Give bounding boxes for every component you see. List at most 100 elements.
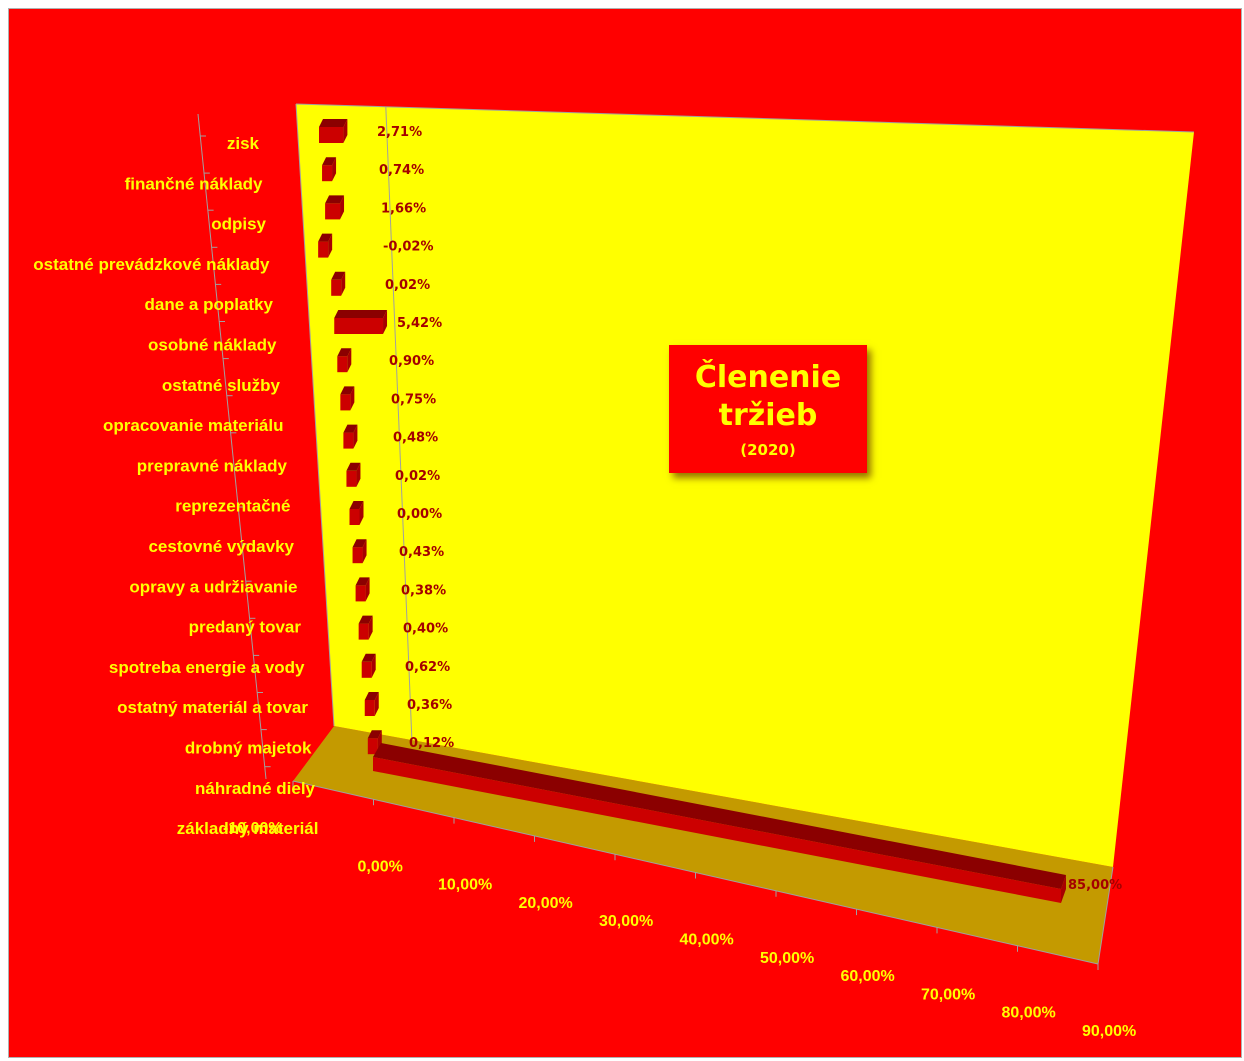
bar-8-top [343,424,358,433]
x-tick-label-7: 60,00% [841,968,895,985]
bar-5-top [334,310,388,318]
bar-12 [355,585,366,602]
chart-back-wall [296,104,1194,867]
bar-1 [322,165,333,182]
data-label-16: 0,12% [409,736,454,751]
category-label-14: ostatný materiál a tovar [117,698,308,717]
bar-6 [337,356,348,373]
data-label-0: 2,71% [377,125,422,140]
bar-12-side [365,577,370,602]
category-label-13: spotreba energie a vody [109,658,305,677]
bar-5 [334,318,384,334]
chart-title-line-1: Členenie [694,360,842,395]
bar-7-top [340,386,355,395]
category-label-7: opracovanie materiálu [103,416,283,435]
data-label-1: 0,74% [379,163,424,178]
chart-area: zisk finančné náklady odpisy ostatné prevád… [8,8,1242,1058]
bar-3-top [318,233,333,242]
x-tick-label-3: 20,00% [519,895,573,912]
bar-15-side [374,692,379,716]
category-label-8: prepravné náklady [137,456,288,475]
bar-11-side [362,539,367,564]
category-label-10: cestovné výdavky [148,537,294,556]
bar-11 [352,547,363,564]
bar-14-top [361,653,376,662]
bar-8 [343,432,354,449]
data-label-13: 0,40% [403,622,448,637]
bar-4-top [331,271,346,280]
bar-8-side [353,424,358,449]
bar-17 [373,757,1061,903]
bar-5-side [383,310,388,334]
bar-14 [361,661,372,678]
x-tick-label-6: 50,00% [760,950,814,967]
category-label-5: osobné náklady [148,336,277,355]
gridline-zero [385,106,413,741]
category-label-4: dane a poplatky [145,295,274,314]
x-tick-label-10: 90,00% [1082,1023,1136,1040]
bar-7 [340,394,351,411]
bar-6-top [337,348,352,357]
bar-1-top [322,157,337,166]
category-axis-line [197,113,267,780]
data-label-3: -0,02% [383,240,434,255]
bar-13-top [358,615,373,624]
data-label-14: 0,62% [405,660,450,675]
chart-side-wall [281,96,334,781]
bar-2-side [340,195,345,220]
data-label-7: 0,75% [391,392,436,407]
data-label-2: 1,66% [381,201,426,216]
data-label-5: 5,42% [397,316,442,331]
bar-10-side [359,501,364,525]
category-label-15: drobný majetok [185,739,312,758]
category-label-17: základný materiál [177,819,319,838]
bar-0 [319,127,344,143]
chart-title-line-2: tržieb [718,398,818,433]
back-wall-top-edge [295,103,1195,133]
bar-12-top [355,577,370,586]
bar-17-side [1061,875,1066,903]
x-tick-label-8: 70,00% [921,986,975,1003]
bar-11-top [352,539,367,548]
bar-14-side [371,653,376,678]
bar-0-side [343,119,348,143]
x-tick-label-9: 80,00% [1002,1005,1056,1022]
floor-right-edge [1097,866,1114,965]
data-label-9: 0,02% [395,469,440,484]
category-label-1: finančné náklady [125,174,263,193]
category-label-6: ostatné služby [162,376,281,395]
category-label-16: náhradné diely [195,779,316,798]
chart-title-box: Členenie tržieb (2020) [669,345,867,473]
bar-16-top [367,730,382,739]
bar-4-side [341,271,346,296]
x-tick-label-4: 30,00% [599,913,653,930]
bars-layer [200,119,1066,903]
bar-3-side [328,233,333,258]
bar-1-side [332,157,337,182]
x-tick-label-1: 0,00% [358,858,403,875]
bar-4 [331,279,342,296]
bar-13 [358,623,369,640]
category-label-2: odpisy [211,215,266,234]
bar-2-top [325,195,345,204]
category-label-9: reprezentačné [175,497,290,516]
bar-13-side [368,615,373,640]
data-label-15: 0,36% [407,698,452,713]
chart-subtitle: (2020) [740,441,796,459]
bar-6-side [347,348,352,373]
data-label-4: 0,02% [385,278,430,293]
data-label-6: 0,90% [389,354,434,369]
data-label-10: 0,00% [397,507,442,522]
bar-9-side [356,462,361,487]
data-label-8: 0,48% [393,431,438,446]
bar-16 [367,738,378,755]
data-labels: 2,71% 0,74% 1,66% -0,02% 0,02% 5,42% 0,90% 0,75… [377,125,1122,893]
grid-layer [292,106,1099,970]
chart-svg: zisk finančné náklady odpisy ostatné prevád… [9,9,1241,1057]
data-label-17: 85,00% [1068,878,1122,893]
bar-3 [318,241,329,258]
data-label-12: 0,38% [401,583,446,598]
bar-15-top [364,692,379,700]
bar-17-top [373,743,1066,889]
bar-9-top [346,462,361,471]
